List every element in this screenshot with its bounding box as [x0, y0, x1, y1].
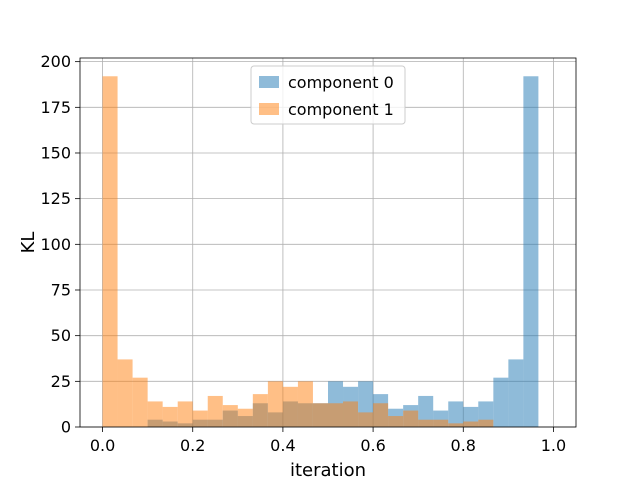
y-tick-label: 50	[51, 326, 71, 345]
histogram-bar	[207, 395, 223, 427]
histogram-bar	[403, 410, 419, 427]
histogram-bar	[418, 419, 434, 427]
legend-swatch	[259, 76, 279, 88]
axes-frame	[79, 57, 577, 428]
legend-label: component 1	[288, 100, 394, 119]
legend: component 0 component 1	[250, 65, 406, 125]
axis-ticks: 0.0 0.2 0.4 0.6 0.8 1.0 0 25 50 75 100 125 150 175 200	[40, 52, 566, 455]
histogram-bar	[508, 359, 524, 427]
x-tick-label: 0.2	[180, 436, 205, 455]
histogram-bar	[222, 405, 238, 427]
x-axis-label: iteration	[290, 460, 366, 480]
histogram-bar	[252, 394, 268, 427]
histogram-bar	[493, 377, 509, 427]
histogram-bar	[162, 406, 178, 427]
histogram-bar	[448, 401, 464, 427]
histogram-bar	[132, 377, 148, 427]
y-tick-label: 25	[51, 372, 71, 391]
y-tick-label: 200	[40, 52, 71, 71]
y-axis-label: KL	[18, 232, 39, 254]
x-tick-label: 0.6	[360, 436, 385, 455]
histogram-bar	[147, 401, 163, 427]
x-tick-label: 1.0	[541, 436, 566, 455]
y-tick-label: 100	[40, 235, 71, 254]
histogram-bar	[448, 423, 464, 427]
histogram-bar	[373, 403, 389, 427]
histogram-bar	[267, 381, 283, 427]
x-tick-label: 0.8	[451, 436, 476, 455]
histogram-bar	[177, 401, 193, 427]
histogram-bar	[192, 410, 208, 427]
bars	[102, 76, 539, 427]
histogram-bar	[358, 412, 374, 427]
legend-swatch	[259, 103, 279, 115]
histogram-bar	[418, 395, 434, 427]
y-tick-label: 125	[40, 189, 71, 208]
y-tick-label: 175	[40, 98, 71, 117]
x-tick-label: 0.0	[90, 436, 115, 455]
histogram-bar	[328, 403, 344, 427]
histogram-bar	[117, 359, 133, 427]
x-tick-label: 0.4	[270, 436, 295, 455]
legend-label: component 0	[288, 73, 394, 92]
histogram-bar	[237, 408, 253, 427]
series-1-bars	[102, 76, 494, 427]
y-tick-label: 0	[61, 418, 71, 437]
histogram-bar	[312, 403, 328, 427]
plot-frame	[79, 57, 577, 428]
histogram-bar	[343, 401, 359, 427]
legend-box	[250, 65, 406, 125]
histogram-bar	[388, 416, 404, 427]
y-tick-label: 150	[40, 143, 71, 162]
histogram-bar	[102, 76, 118, 427]
y-tick-label: 75	[51, 280, 71, 299]
histogram-bar	[463, 421, 479, 427]
histogram-bar	[523, 76, 539, 427]
histogram-bar	[297, 381, 313, 427]
histogram-bar	[433, 419, 449, 427]
histogram-bar	[478, 419, 494, 427]
histogram-bar	[282, 386, 298, 427]
